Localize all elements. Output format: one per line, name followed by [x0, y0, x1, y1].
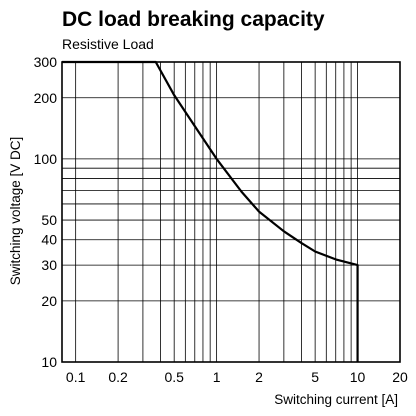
y-tick-label: 50	[41, 212, 57, 228]
y-tick-label: 200	[34, 90, 58, 106]
y-tick-label: 10	[41, 354, 57, 370]
chart-title: DC load breaking capacity	[62, 8, 325, 31]
chart-subtitle: Resistive Load	[62, 36, 154, 52]
x-tick-labels: 0.1 0.2 0.5 1 2 5 10 20	[66, 369, 408, 385]
y-tick-label: 300	[34, 54, 58, 70]
breaking-capacity-curve	[62, 60, 359, 362]
x-tick-label: 0.2	[108, 369, 128, 385]
y-tick-labels: 10 20 30 40 50 100 200 300	[34, 54, 58, 370]
y-tick-label: 30	[41, 257, 57, 273]
x-axis-label: Switching current [A]	[274, 392, 398, 407]
y-tick-label: 20	[41, 293, 57, 309]
x-tick-label: 20	[392, 369, 408, 385]
x-tick-label: 0.1	[66, 369, 86, 385]
x-tick-label: 2	[255, 369, 263, 385]
x-tick-label: 10	[350, 369, 366, 385]
x-tick-label: 0.5	[164, 369, 184, 385]
y-tick-label: 40	[41, 232, 57, 248]
plot-frame	[61, 61, 401, 363]
x-tick-label: 1	[213, 369, 221, 385]
x-tick-label: 5	[311, 369, 319, 385]
y-tick-label: 100	[34, 151, 58, 167]
grid-lines	[62, 61, 401, 363]
y-axis-label: Switching voltage [V DC]	[8, 137, 23, 286]
